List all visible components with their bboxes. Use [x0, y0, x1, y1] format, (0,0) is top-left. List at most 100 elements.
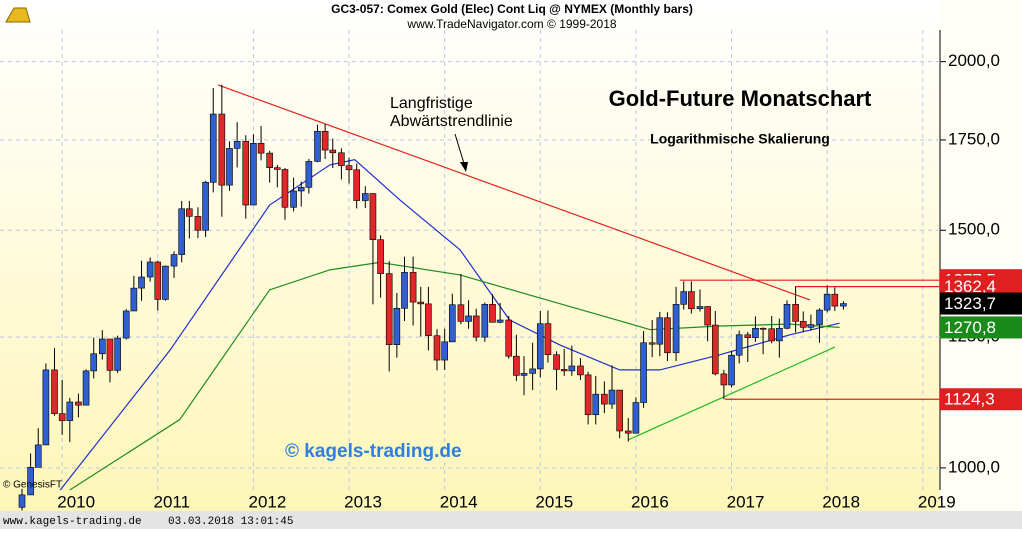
candle-body: [369, 193, 377, 241]
footer-bar: [0, 511, 1022, 529]
candle-body: [361, 193, 369, 201]
candle-body: [768, 328, 775, 342]
header: GC3-057: Comex Gold (Elec) Cont Liq @ NY…: [331, 2, 693, 16]
candle-body: [99, 338, 106, 355]
candle-body: [553, 354, 560, 370]
candle-body: [274, 167, 281, 170]
y-tick-label: 1750,0: [948, 129, 1000, 148]
candle-body: [34, 444, 42, 468]
candle-body: [266, 152, 273, 168]
candle-body: [752, 327, 759, 338]
candle-body: [409, 272, 417, 303]
candle-body: [329, 149, 337, 154]
candle-body: [489, 303, 496, 323]
candle-body: [568, 365, 576, 372]
level-label: 1362,4: [944, 277, 996, 296]
candle-body: [472, 315, 480, 338]
candle-body: [640, 342, 647, 403]
candle-body: [608, 389, 616, 405]
candle-body: [592, 393, 600, 416]
candle-body: [465, 315, 472, 322]
candle-body: [513, 355, 520, 376]
candle-body: [433, 335, 441, 361]
candle-body: [816, 309, 823, 325]
candle-body: [536, 323, 544, 370]
candle-body: [353, 169, 360, 201]
candle-body: [520, 373, 528, 376]
candle-body: [720, 373, 728, 386]
candle-body: [783, 303, 791, 329]
annotation: Abwärtstrendlinie: [390, 113, 513, 130]
candle-body: [807, 324, 815, 328]
candle-body: [281, 169, 289, 208]
candle-body: [481, 303, 489, 338]
level-box: [940, 292, 1022, 315]
level-label: 1124,3: [944, 390, 995, 409]
x-tick-label: 2016: [631, 492, 669, 511]
candle-body: [744, 334, 752, 338]
x-tick-label: 2013: [344, 492, 382, 511]
candle-body: [417, 301, 425, 305]
candle-body: [711, 324, 719, 375]
candle-body: [51, 369, 58, 414]
candle-body: [799, 321, 807, 328]
candle-body: [138, 276, 145, 289]
candle-body: [759, 327, 767, 330]
candle-body: [823, 293, 831, 311]
candle-body: [202, 181, 209, 231]
chart-title: Gold-Future Monatschart: [609, 86, 872, 111]
source: www.TradeNavigator.com © 1999-2018: [406, 17, 616, 31]
candle-body: [75, 401, 82, 406]
candle-body: [425, 303, 432, 337]
x-tick-label: 2010: [57, 492, 95, 511]
candle-body: [688, 291, 695, 310]
x-tick-label: 2019: [918, 492, 956, 511]
x-tick-label: 2014: [440, 492, 478, 511]
candle-body: [170, 254, 178, 267]
annotation: Langfristige: [390, 95, 473, 112]
candle-body: [377, 239, 384, 274]
candle-body: [616, 389, 623, 432]
candle-body: [18, 494, 26, 508]
candle-body: [130, 287, 138, 312]
candle-body: [672, 303, 680, 354]
y-tick-label: 2000,0: [948, 51, 1000, 70]
candle-body: [186, 208, 193, 217]
copyright: © kagels-trading.de: [285, 441, 462, 462]
candle-body: [632, 402, 640, 434]
gold-icon: [5, 7, 31, 23]
moving-average: [69, 261, 840, 491]
candle-body: [584, 374, 592, 416]
candle-body: [66, 401, 74, 421]
level-box: [940, 388, 1022, 411]
x-tick-label: 2015: [535, 492, 573, 511]
footer: www.kagels-trading.de 03.03.2018 13:01:4…: [3, 516, 293, 528]
candle-body: [577, 365, 584, 376]
candle-body: [792, 303, 799, 322]
candle-body: [58, 413, 66, 421]
candle-body: [321, 130, 329, 151]
plot-background: [0, 0, 940, 511]
x-tick-label: 2017: [727, 492, 765, 511]
candle-body: [696, 306, 704, 310]
moving-average: [59, 159, 840, 491]
candle-body: [290, 190, 297, 208]
candle-body: [505, 319, 513, 357]
candle-body: [162, 265, 169, 300]
level-label: 1270,8: [944, 318, 996, 337]
y-tick-label: 1500,0: [948, 220, 1000, 239]
candle-body: [146, 261, 154, 278]
candle-body: [314, 130, 321, 162]
candle-body: [209, 113, 217, 183]
candle-body: [656, 317, 664, 345]
candle-body: [496, 319, 504, 323]
candle-body: [154, 261, 162, 300]
candle-body: [840, 303, 847, 307]
candle-body: [178, 208, 185, 255]
candle-body: [728, 354, 735, 386]
candle-body: [345, 165, 353, 171]
candle-body: [233, 140, 241, 149]
candle-body: [338, 152, 345, 166]
candle-body: [250, 142, 257, 206]
